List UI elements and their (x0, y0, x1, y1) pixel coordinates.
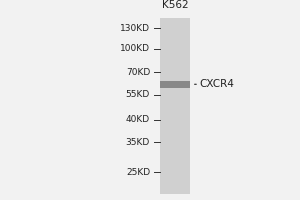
Bar (160, 18, 190, 194)
Text: 35KD: 35KD (126, 138, 150, 147)
Text: CXCR4: CXCR4 (199, 79, 234, 89)
Text: 70KD: 70KD (126, 68, 150, 77)
Text: 25KD: 25KD (126, 168, 150, 177)
Text: K562: K562 (162, 0, 189, 10)
Text: 130KD: 130KD (120, 24, 150, 33)
Text: 100KD: 100KD (120, 44, 150, 53)
Text: 55KD: 55KD (126, 90, 150, 99)
Text: 40KD: 40KD (126, 115, 150, 124)
Bar (160, 81, 190, 88)
